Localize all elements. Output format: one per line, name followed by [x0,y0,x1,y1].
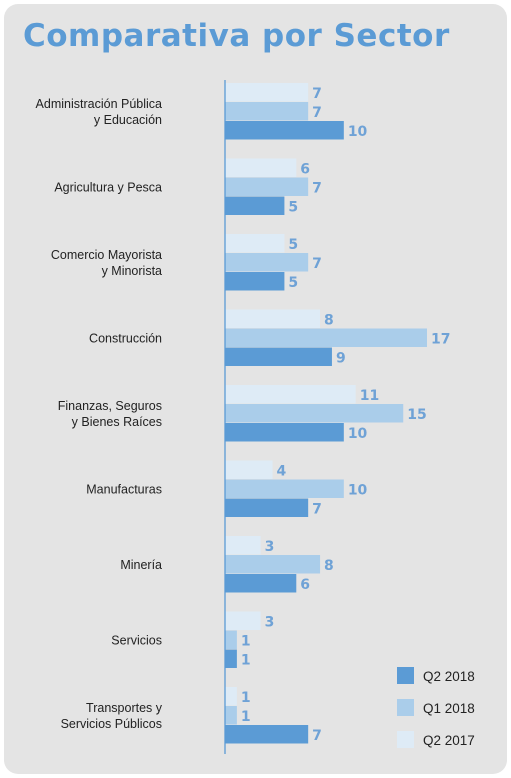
data-label: 7 [312,86,322,102]
bar [225,253,309,272]
bar [225,649,237,668]
data-label: 17 [431,332,450,348]
bar [225,196,285,215]
category-label: Minería [120,558,162,572]
bar [225,460,273,479]
category-label: y Bienes Raíces [72,415,162,429]
bar [225,498,309,517]
bar [225,536,261,555]
bar [225,423,344,442]
bar [225,611,261,630]
bar [225,234,285,253]
category-label: Comercio Mayorista [51,248,162,262]
chart-title: Comparativa por Sector [23,18,450,54]
bar [225,630,237,649]
bar [225,687,237,706]
legend-label: Q2 2017 [423,733,475,748]
category-label: Manufacturas [86,483,162,497]
bar [225,158,297,177]
data-label: 7 [312,181,322,197]
category-label: Construcción [89,332,162,346]
bar [225,347,332,366]
data-label: 6 [300,577,310,593]
bar [225,725,309,744]
legend-swatch [397,731,414,748]
data-label: 1 [241,653,251,669]
bar [225,83,309,102]
category-label: Servicios Públicos [61,717,162,731]
data-label: 8 [324,558,334,574]
legend-label: Q2 2018 [423,669,475,684]
bar [225,177,309,196]
bar [225,555,321,574]
data-label: 1 [241,634,251,650]
category-label: Servicios [111,634,162,648]
bar [225,272,285,291]
bar [225,706,237,725]
data-label: 7 [312,728,322,744]
data-label: 7 [312,502,322,518]
data-label: 3 [265,615,275,631]
bar [225,385,356,404]
category-label: Administración Pública [36,97,162,111]
data-label: 11 [360,388,379,404]
data-label: 9 [336,351,346,367]
bar [225,404,404,423]
category-label: y Minorista [102,264,162,278]
data-label: 8 [324,313,334,329]
data-label: 7 [312,105,322,121]
category-label: y Educación [94,113,162,127]
bar [225,309,321,328]
data-label: 5 [288,237,298,253]
data-label: 1 [241,690,251,706]
data-label: 5 [288,275,298,291]
bar [225,121,344,140]
bar [225,479,344,498]
data-label: 7 [312,256,322,272]
bar [225,102,309,121]
data-label: 4 [277,464,287,480]
legend-swatch [397,699,414,716]
category-label: Agricultura y Pesca [54,181,162,195]
data-label: 15 [407,407,426,423]
legend-swatch [397,667,414,684]
data-label: 6 [300,162,310,178]
data-label: 10 [348,124,368,140]
data-label: 1 [241,709,251,725]
data-label: 5 [288,200,298,216]
bar [225,328,427,347]
category-label: Finanzas, Seguros [58,399,162,413]
bar [225,574,297,593]
legend-label: Q1 2018 [423,701,475,716]
category-label: Transportes y [86,701,163,715]
data-label: 10 [348,483,368,499]
data-label: 10 [348,426,368,442]
data-label: 3 [265,539,275,555]
